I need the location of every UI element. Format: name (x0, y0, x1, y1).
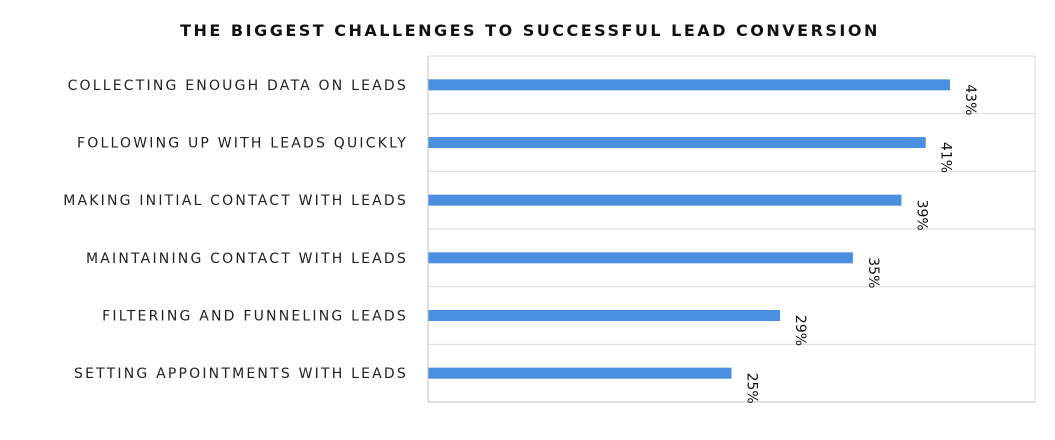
bar (428, 310, 781, 321)
labels-layer: COLLECTING ENOUGH DATA ON LEADS 43% FOLLOW… (63, 78, 978, 404)
chart-title: THE BIGGEST CHALLENGES TO SUCCESSFUL LEA… (180, 21, 880, 40)
bars-layer (428, 79, 951, 379)
bar (428, 137, 926, 148)
category-label: COLLECTING ENOUGH DATA ON LEADS (68, 78, 408, 94)
data-label: 43% (962, 84, 978, 115)
category-label: FILTERING AND FUNNELING LEADS (102, 309, 408, 325)
bar (428, 252, 853, 264)
category-label: MAINTAINING CONTACT WITH LEADS (86, 251, 408, 267)
data-label: 39% (913, 200, 929, 231)
bar (428, 79, 951, 91)
category-label: FOLLOWING UP WITH LEADS QUICKLY (77, 136, 408, 152)
data-label: 35% (865, 257, 881, 288)
data-label: 29% (792, 315, 808, 346)
category-label: SETTING APPOINTMENTS WITH LEADS (74, 366, 408, 382)
bar (428, 367, 732, 379)
plot-frame (427, 55, 1036, 403)
category-label: MAKING INITIAL CONTACT WITH LEADS (63, 193, 408, 209)
data-label: 41% (938, 142, 954, 173)
data-label: 25% (744, 373, 760, 404)
bar (428, 194, 902, 206)
